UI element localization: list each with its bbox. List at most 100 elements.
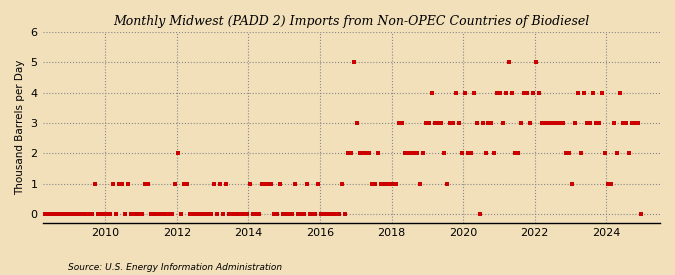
Point	[230, 212, 240, 216]
Point	[618, 121, 628, 125]
Point	[191, 212, 202, 216]
Point	[137, 212, 148, 216]
Point	[534, 90, 545, 95]
Point	[289, 182, 300, 186]
Point	[448, 121, 458, 125]
Point	[358, 151, 369, 156]
Point	[84, 212, 95, 216]
Point	[30, 212, 40, 216]
Point	[561, 151, 572, 156]
Point	[65, 212, 76, 216]
Point	[316, 212, 327, 216]
Point	[310, 212, 321, 216]
Point	[427, 90, 437, 95]
Point	[587, 90, 598, 95]
Point	[435, 121, 446, 125]
Point	[325, 212, 335, 216]
Point	[626, 121, 637, 125]
Point	[555, 121, 566, 125]
Point	[486, 121, 497, 125]
Point	[259, 182, 270, 186]
Point	[38, 212, 49, 216]
Point	[59, 212, 70, 216]
Point	[507, 90, 518, 95]
Point	[591, 121, 601, 125]
Point	[125, 212, 136, 216]
Point	[179, 182, 190, 186]
Point	[212, 212, 223, 216]
Point	[232, 212, 243, 216]
Point	[462, 151, 473, 156]
Point	[271, 212, 282, 216]
Point	[337, 182, 348, 186]
Point	[298, 212, 309, 216]
Point	[32, 212, 43, 216]
Title: Monthly Midwest (PADD 2) Imports from Non-OPEC Countries of Biodiesel: Monthly Midwest (PADD 2) Imports from No…	[113, 15, 589, 28]
Point	[265, 182, 276, 186]
Point	[585, 121, 595, 125]
Point	[256, 182, 267, 186]
Point	[582, 121, 593, 125]
Point	[355, 151, 366, 156]
Point	[182, 182, 192, 186]
Point	[531, 60, 541, 65]
Point	[620, 121, 631, 125]
Point	[614, 90, 625, 95]
Point	[433, 121, 443, 125]
Point	[408, 151, 419, 156]
Point	[164, 212, 175, 216]
Point	[504, 60, 515, 65]
Point	[131, 212, 142, 216]
Point	[301, 182, 312, 186]
Point	[89, 182, 100, 186]
Point	[402, 151, 413, 156]
Point	[244, 182, 255, 186]
Point	[221, 182, 232, 186]
Point	[453, 121, 464, 125]
Point	[492, 90, 503, 95]
Point	[540, 121, 551, 125]
Point	[274, 182, 285, 186]
Point	[623, 151, 634, 156]
Point	[349, 60, 360, 65]
Point	[379, 182, 389, 186]
Point	[194, 212, 205, 216]
Point	[149, 212, 160, 216]
Point	[456, 151, 467, 156]
Point	[217, 212, 228, 216]
Point	[196, 212, 207, 216]
Point	[406, 151, 416, 156]
Point	[471, 121, 482, 125]
Point	[423, 121, 434, 125]
Point	[331, 212, 342, 216]
Point	[400, 151, 410, 156]
Point	[417, 151, 428, 156]
Point	[277, 212, 288, 216]
Point	[480, 151, 491, 156]
Point	[295, 212, 306, 216]
Point	[53, 212, 64, 216]
Point	[537, 121, 547, 125]
Point	[292, 212, 303, 216]
Point	[158, 212, 169, 216]
Point	[284, 212, 294, 216]
Point	[242, 212, 252, 216]
Point	[525, 121, 536, 125]
Point	[122, 182, 133, 186]
Point	[167, 212, 178, 216]
Point	[605, 182, 616, 186]
Point	[340, 212, 351, 216]
Point	[72, 212, 82, 216]
Point	[45, 212, 55, 216]
Point	[253, 212, 264, 216]
Point	[483, 121, 494, 125]
Point	[441, 182, 452, 186]
Point	[215, 182, 225, 186]
Point	[510, 151, 520, 156]
Point	[597, 90, 608, 95]
Point	[319, 212, 330, 216]
Point	[250, 212, 261, 216]
Point	[134, 212, 145, 216]
Point	[495, 90, 506, 95]
Point	[47, 212, 58, 216]
